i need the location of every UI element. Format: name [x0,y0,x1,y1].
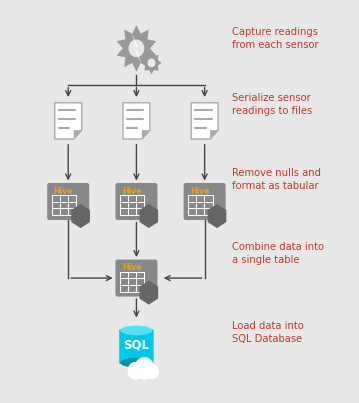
FancyBboxPatch shape [116,183,157,220]
Circle shape [145,364,159,379]
Polygon shape [140,204,158,228]
Polygon shape [132,33,141,64]
Polygon shape [74,130,82,139]
Polygon shape [208,204,226,228]
Polygon shape [117,25,156,72]
Text: Hive: Hive [190,187,209,195]
Circle shape [148,58,155,67]
Polygon shape [210,130,218,139]
Circle shape [129,39,144,57]
Text: Remove nulls and
format as tabular: Remove nulls and format as tabular [232,168,321,191]
FancyBboxPatch shape [47,183,89,220]
Text: Hive: Hive [122,187,141,195]
Text: SQL: SQL [123,339,149,351]
Polygon shape [55,103,82,139]
Ellipse shape [120,358,153,368]
Polygon shape [123,103,150,139]
Circle shape [134,357,154,380]
Polygon shape [191,103,218,139]
Text: Serialize sensor
readings to files: Serialize sensor readings to files [232,93,312,116]
Polygon shape [140,280,158,305]
FancyBboxPatch shape [116,260,157,297]
Polygon shape [71,204,90,228]
Polygon shape [141,52,162,74]
FancyBboxPatch shape [183,183,225,220]
Polygon shape [142,130,150,139]
Text: Capture readings
from each sensor: Capture readings from each sensor [232,27,318,50]
Text: Hive: Hive [122,263,141,272]
Text: Load data into
SQL Database: Load data into SQL Database [232,321,303,344]
Text: Hive: Hive [54,187,73,195]
Circle shape [127,362,143,380]
Text: Combine data into
a single table: Combine data into a single table [232,243,323,265]
FancyBboxPatch shape [119,329,154,364]
Ellipse shape [120,326,153,335]
